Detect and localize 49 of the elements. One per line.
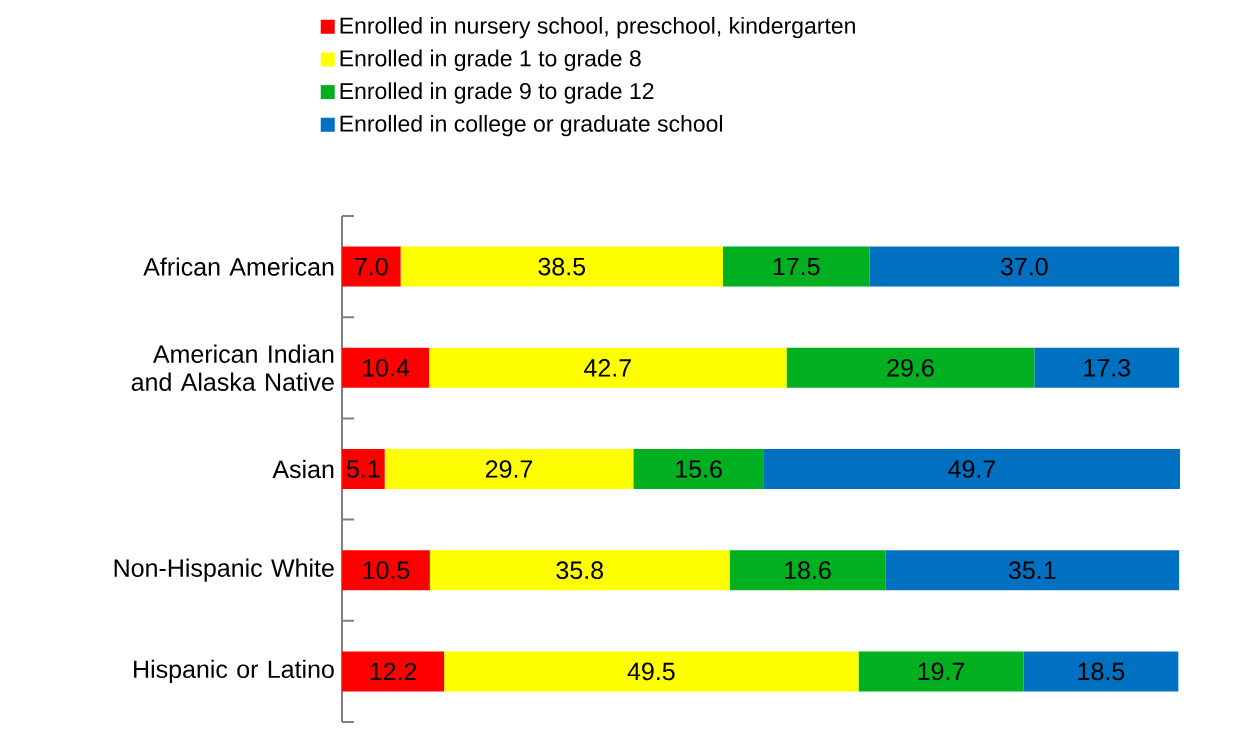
data-label: 18.6 [785, 561, 831, 580]
legend-label: Enrolled in grade 1 to grade 8 [340, 49, 641, 72]
data-label: 7.0 [355, 257, 388, 276]
legend-label: Enrolled in nursery school, preschool, kindergarten [340, 16, 855, 39]
bar [342, 449, 385, 489]
y-tick-label: Non-Hispanic White [114, 558, 334, 582]
bar [722, 246, 870, 287]
data-label: 10.4 [363, 358, 410, 377]
data-label: 15.6 [676, 460, 722, 478]
bar [342, 246, 401, 287]
data-label: 38.5 [538, 257, 586, 276]
bar [885, 550, 1180, 591]
data-label: 37.0 [1000, 257, 1048, 276]
data-label: 35.8 [556, 561, 604, 580]
bar [633, 449, 764, 489]
y-tick-label: African American [143, 257, 334, 276]
bar [342, 550, 430, 591]
data-label: 5.1 [346, 460, 380, 478]
data-label: 12.2 [370, 662, 417, 681]
data-label: 19.7 [918, 662, 965, 681]
bar [384, 449, 634, 489]
data-label: 49.5 [627, 662, 675, 681]
bar [1034, 347, 1180, 388]
data-label: 17.5 [773, 257, 820, 276]
bar [342, 347, 430, 388]
y-tick-label: Asian [272, 459, 334, 479]
bar [1023, 651, 1179, 692]
legend-label: Enrolled in grade 9 to grade 12 [340, 82, 654, 104]
data-label: 29.7 [485, 460, 533, 478]
legend-label: Enrolled in college or graduate school [340, 114, 722, 137]
y-tick-label: American Indian and Alaska Native [131, 344, 334, 391]
bar [858, 651, 1024, 692]
bar [444, 651, 859, 692]
bar [729, 550, 886, 591]
data-label: 29.6 [887, 358, 934, 377]
data-label: 42.7 [584, 359, 631, 377]
y-tick-label: Hispanic or Latino [134, 659, 334, 684]
bar [786, 347, 1035, 388]
data-label: 17.3 [1084, 358, 1130, 377]
bar [869, 246, 1180, 287]
bar [763, 449, 1180, 489]
data-label: 18.5 [1078, 662, 1125, 681]
data-label: 35.1 [1008, 561, 1056, 580]
bar [429, 347, 787, 388]
bar [400, 246, 723, 287]
data-label: 49.7 [948, 460, 996, 478]
bar [342, 651, 445, 692]
data-label: 10.5 [363, 561, 410, 580]
bar [429, 550, 730, 591]
